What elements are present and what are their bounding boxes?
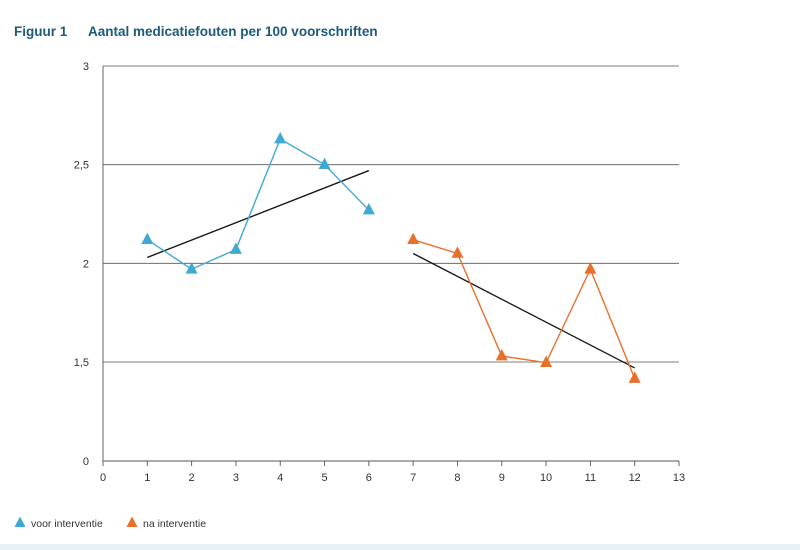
y-tick-label: 2	[83, 258, 89, 270]
y-tick-label: 1,5	[74, 357, 89, 369]
legend-marker-triangle	[126, 516, 138, 527]
x-tick-label: 3	[233, 472, 239, 484]
axes: 01,522,530 1 2 3 4 5 6 7 8 9 10 11 12 13	[74, 61, 685, 484]
x-tick-label: 1	[144, 472, 150, 484]
data-point-triangle	[362, 202, 375, 215]
y-tick-label: 0	[83, 456, 89, 468]
legend: voor interventie na interventie	[14, 516, 206, 530]
data-point-triangle	[540, 355, 553, 367]
legend-label: na interventie	[143, 518, 206, 530]
legend-label: voor interventie	[31, 518, 103, 530]
y-tick-label: 2,5	[74, 160, 89, 172]
figure-title: Aantal medicatiefouten per 100 voorschri…	[88, 24, 378, 39]
trend-line	[412, 252, 636, 369]
series-line	[412, 238, 636, 379]
x-tick-label: 5	[321, 472, 327, 484]
figure-label: Figuur 1	[14, 24, 68, 39]
x-tick-label: 2	[189, 472, 195, 484]
data-point-triangle	[628, 371, 641, 383]
x-tick-label: 4	[277, 472, 283, 484]
x-tick-label: 10	[540, 472, 552, 484]
data-point-triangle	[185, 262, 198, 274]
data-point-triangle	[318, 157, 331, 169]
data-point-triangle	[141, 232, 154, 244]
x-tick-label: 8	[454, 472, 460, 484]
data-point-triangle	[584, 262, 597, 274]
data-point-triangle	[451, 246, 464, 258]
x-tick-label: 0	[100, 472, 106, 484]
x-tick-label: 11	[585, 472, 596, 484]
grid-lines	[103, 65, 679, 363]
data-point-triangle	[495, 349, 508, 361]
y-tick-label: 3	[83, 61, 89, 73]
data-point-triangle	[274, 131, 287, 144]
bottom-strip	[0, 544, 800, 550]
data-point-triangle	[229, 242, 242, 254]
x-tick-label: 12	[629, 472, 641, 484]
series-line	[146, 138, 370, 271]
trend-line	[147, 169, 370, 259]
data-point-triangle	[407, 232, 420, 244]
x-tick-label: 6	[366, 472, 372, 484]
data-series	[141, 131, 641, 383]
x-tick-label: 13	[673, 472, 685, 484]
figure-header: Figuur 1 Aantal medicatiefouten per 100 v…	[14, 24, 378, 39]
legend-marker-triangle	[14, 516, 26, 527]
trend-lines	[147, 169, 636, 369]
x-tick-label: 7	[410, 472, 416, 484]
x-tick-label: 9	[499, 472, 505, 484]
